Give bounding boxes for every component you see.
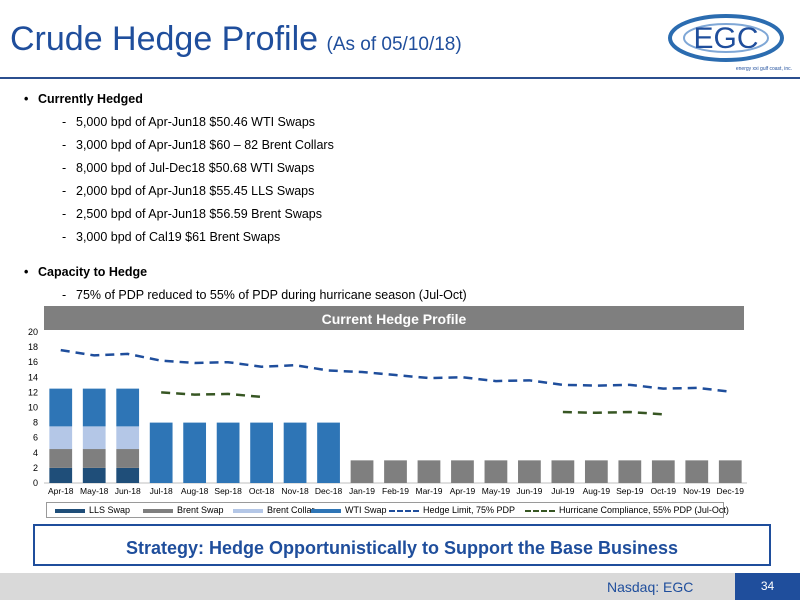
page-subtitle: (As of 05/10/18) xyxy=(326,34,462,55)
bar-brent-collar xyxy=(49,426,73,450)
y-tick-label: 16 xyxy=(28,357,38,367)
x-tick-label: Oct-18 xyxy=(249,486,275,496)
x-tick-label: Dec-18 xyxy=(315,486,343,496)
bar-brent-collar xyxy=(82,426,106,450)
x-tick-label: Jul-19 xyxy=(551,486,574,496)
header-divider xyxy=(0,77,800,79)
logo-text: EGC xyxy=(693,22,758,55)
y-tick-label: 6 xyxy=(33,433,38,443)
bar-lls-swap xyxy=(82,467,106,483)
page-title: Crude Hedge Profile xyxy=(10,20,319,58)
bar-wti-swap xyxy=(283,422,307,483)
y-tick-label: 2 xyxy=(33,463,38,473)
page-number: 34 xyxy=(735,573,800,600)
bar-wti-swap xyxy=(250,422,273,483)
footer-ticker: Nasdaq: EGC xyxy=(607,579,694,595)
bar-brent-swap xyxy=(49,449,73,468)
x-tick-label: May-19 xyxy=(482,486,511,496)
x-tick-label: Aug-18 xyxy=(181,486,209,496)
bullet-item: 8,000 bpd of Jul-Dec18 $50.68 WTI Swaps xyxy=(24,160,467,183)
chart-title: Current Hedge Profile xyxy=(44,306,744,330)
bullet-heading-capacity: Capacity to Hedge xyxy=(24,264,467,287)
line-hedge-limit-75-pdp xyxy=(60,348,731,393)
bar-brent-collar xyxy=(116,426,140,450)
page-title-row: Crude Hedge Profile (As of 05/10/18) xyxy=(10,20,462,59)
bullet-item: 3,000 bpd of Apr-Jun18 $60 – 82 Brent Co… xyxy=(24,137,467,160)
x-tick-label: Sep-18 xyxy=(214,486,242,496)
chart-legend: LLS Swap Brent Swap Brent Collar WTI Swa… xyxy=(46,502,729,518)
x-tick-label: May-18 xyxy=(80,486,109,496)
bar-brent-swap xyxy=(350,460,374,483)
bar-wti-swap xyxy=(149,422,173,483)
x-tick-label: Apr-18 xyxy=(48,486,74,496)
bar-brent-swap xyxy=(417,460,441,483)
footer-bar xyxy=(0,573,800,600)
y-tick-label: 20 xyxy=(28,327,38,337)
legend-brent-swap: Brent Swap xyxy=(143,503,224,517)
bullet-heading-hedged: Currently Hedged xyxy=(24,91,467,114)
y-tick-label: 4 xyxy=(33,448,38,458)
line-hurricane-compliance-55-pdp-jul-oct- xyxy=(562,410,664,416)
bar-wti-swap xyxy=(82,388,106,427)
x-tick-label: Jul-18 xyxy=(150,486,173,496)
bullet-list: Currently Hedged 5,000 bpd of Apr-Jun18 … xyxy=(24,91,467,310)
y-tick-label: 18 xyxy=(28,342,38,352)
y-tick-label: 0 xyxy=(33,478,38,488)
egc-logo: EGC energy xxi gulf coast, inc. xyxy=(664,8,794,74)
y-tick-label: 10 xyxy=(28,403,38,413)
legend-brent-collar: Brent Collar xyxy=(233,503,315,517)
x-tick-label: Aug-19 xyxy=(583,486,611,496)
bar-brent-swap xyxy=(384,460,407,483)
hedge-profile-chart: 0 2 4 6 8 10 12 14 16 18 20 Apr-18 May-18 Jun-18 Jul-1… xyxy=(28,327,747,496)
legend-hedge-limit: Hedge Limit, 75% PDP xyxy=(389,503,515,517)
bar-brent-swap xyxy=(718,460,742,483)
x-tick-label: Nov-18 xyxy=(281,486,309,496)
x-tick-label: Dec-19 xyxy=(717,486,745,496)
x-tick-label: Jun-18 xyxy=(115,486,141,496)
legend-hurricane-compliance: Hurricane Compliance, 55% PDP (Jul-Oct) xyxy=(525,503,729,517)
bar-brent-swap xyxy=(82,449,106,468)
y-tick-label: 8 xyxy=(33,418,38,428)
bar-brent-swap xyxy=(518,460,541,483)
bullet-item: 2,000 bpd of Apr-Jun18 $55.45 LLS Swaps xyxy=(24,183,467,206)
x-tick-label: Nov-19 xyxy=(683,486,711,496)
bullet-item: 3,000 bpd of Cal19 $61 Brent Swaps xyxy=(24,229,467,252)
x-tick-label: Jun-19 xyxy=(516,486,542,496)
strategy-banner: Strategy: Hedge Opportunistically to Sup… xyxy=(33,524,771,566)
bar-brent-swap xyxy=(551,460,575,483)
bullet-item: 2,500 bpd of Apr-Jun18 $56.59 Brent Swap… xyxy=(24,206,467,229)
bar-lls-swap xyxy=(116,467,140,483)
bar-wti-swap xyxy=(49,388,73,427)
bullet-item: 75% of PDP reduced to 55% of PDP during … xyxy=(24,287,467,310)
line-hurricane-compliance-55-pdp-jul-oct- xyxy=(161,391,262,399)
bar-brent-swap xyxy=(484,460,508,483)
bar-brent-swap xyxy=(584,460,608,483)
bar-brent-swap xyxy=(685,460,709,483)
y-tick-label: 12 xyxy=(28,387,38,397)
x-tick-label: Mar-19 xyxy=(416,486,443,496)
legend-wti-swap: WTI Swap xyxy=(311,503,387,517)
x-tick-label: Sep-19 xyxy=(616,486,644,496)
logo-tagline: energy xxi gulf coast, inc. xyxy=(736,66,792,72)
bar-wti-swap xyxy=(183,422,207,483)
bar-wti-swap xyxy=(317,422,340,483)
bar-brent-swap xyxy=(451,460,474,483)
bar-lls-swap xyxy=(49,467,73,483)
bullet-item: 5,000 bpd of Apr-Jun18 $50.46 WTI Swaps xyxy=(24,114,467,137)
x-tick-label: Jan-19 xyxy=(349,486,375,496)
bar-wti-swap xyxy=(116,388,140,427)
bar-brent-swap xyxy=(116,449,140,468)
bar-brent-swap xyxy=(618,460,642,483)
legend-lls-swap: LLS Swap xyxy=(55,503,130,517)
x-tick-label: Feb-19 xyxy=(382,486,409,496)
bar-wti-swap xyxy=(216,422,240,483)
x-tick-label: Oct-19 xyxy=(651,486,677,496)
x-tick-label: Apr-19 xyxy=(450,486,476,496)
bar-brent-swap xyxy=(651,460,675,483)
y-tick-label: 14 xyxy=(28,372,38,382)
